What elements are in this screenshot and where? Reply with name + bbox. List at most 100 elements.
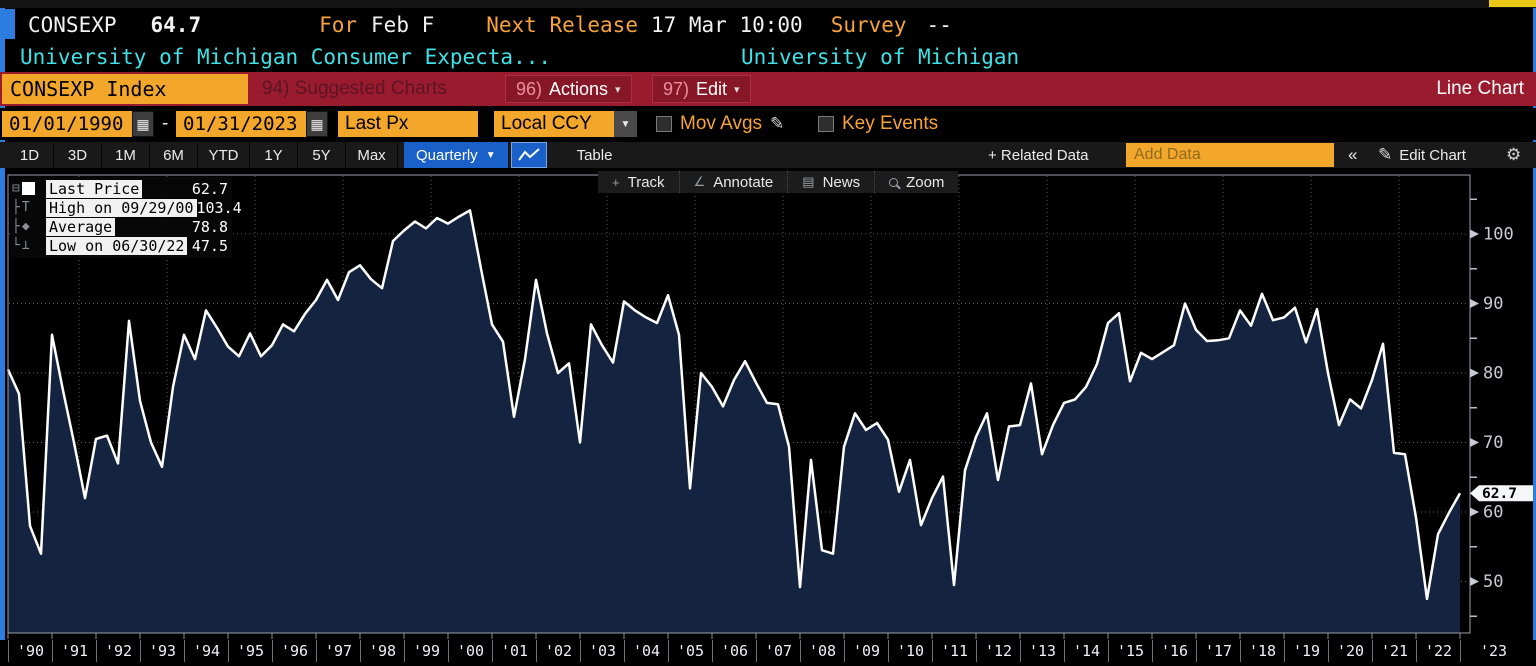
related-data-button[interactable]: + Related Data [988,146,1089,164]
y-axis-label: 60 [1483,503,1503,523]
date-from-input[interactable]: 01/01/1990 [2,111,132,137]
annotate-label: Annotate [713,173,774,191]
annotate-button[interactable]: ∠ Annotate [678,171,788,193]
y-axis-label: 100 [1483,225,1514,245]
key-events-checkbox[interactable] [818,116,834,132]
track-button[interactable]: + Track [598,171,679,193]
pencil-icon[interactable]: ✎ [770,114,785,133]
x-axis-label: '01 [492,640,536,662]
legend-value: 103.4 [196,198,242,217]
x-axis-label: '20 [1328,640,1372,662]
track-label: Track [627,173,665,191]
security-input[interactable]: CONSEXP Index [2,74,248,104]
panel-focus-marker [0,9,15,39]
x-axis-label: '13 [1020,640,1064,662]
legend-row-low[interactable]: └ ⊥ Low on 06/30/22 47.5 [12,236,228,255]
x-axis-label: '06 [712,640,756,662]
mov-avgs-toggle[interactable]: Mov Avgs ✎ [656,108,784,140]
magnifier-icon [889,177,899,187]
chevron-down-icon[interactable]: ▼ [614,111,637,137]
series-area [8,210,1460,633]
next-release-label: Next Release [486,13,638,37]
legend-row-high[interactable]: ├ T High on 09/29/00 103.4 [12,198,242,217]
x-axis-label: '92 [96,640,140,662]
tab-1d[interactable]: 1D [6,142,54,168]
date-range-separator: - [162,113,169,134]
x-axis-label: '99 [404,640,448,662]
legend-row-average[interactable]: ├ ◆ Average 78.8 [12,217,228,236]
x-axis-label: '05 [668,640,712,662]
top-strip [0,0,1536,8]
line-chart-icon-button[interactable] [510,142,547,168]
legend-label: Average [46,217,116,236]
tab-1y[interactable]: 1Y [250,142,298,168]
gear-icon[interactable]: ⚙ [1506,145,1522,164]
tab-max[interactable]: Max [346,142,398,168]
x-axis-label: '97 [316,640,360,662]
mov-avgs-checkbox[interactable] [656,116,672,132]
tab-6m[interactable]: 6M [150,142,198,168]
for-value: Feb F [371,13,435,37]
price-chart[interactable]: 50 60 70 80 90 100 62.7 [0,168,1536,640]
edit-menu-button[interactable]: 97) Edit ▾ [652,75,751,103]
edit-chart-button[interactable]: ✎ Edit Chart [1378,142,1466,168]
chart-type-label: Line Chart [1436,78,1524,99]
suggested-charts-button[interactable]: 94) Suggested Charts [262,78,447,99]
last-value: 64.7 [150,13,202,37]
y-major-tick-icon [1470,507,1479,517]
x-axis-label: '11 [932,640,976,662]
tree-collapse-icon[interactable]: ⊟ [12,181,20,196]
survey-value: -- [926,13,952,37]
zoom-button[interactable]: Zoom [874,171,958,193]
x-axis-label: '98 [360,640,404,662]
security-description-row: University of Michigan Consumer Expecta.… [0,42,1536,72]
y-axis-label: 50 [1483,572,1503,592]
chevron-down-icon: ▾ [615,83,621,96]
y-major-tick-icon [1470,577,1479,586]
low-marker-icon: ⊥ [21,238,30,253]
function-toolbar: CONSEXP Index 94) Suggested Charts 96) Ac… [0,72,1536,106]
x-axis-label: '12 [976,640,1020,662]
tab-5y[interactable]: 5Y [298,142,346,168]
frequency-select[interactable]: Quarterly ▼ [404,142,508,168]
news-button[interactable]: ▤ News [787,171,874,193]
tab-table[interactable]: Table [576,146,613,164]
actions-number: 96) [516,78,543,99]
security-description: University of Michigan Consumer Expecta.… [20,45,552,69]
x-axis-label: '19 [1284,640,1328,662]
chart-mini-toolbar: + Track ∠ Annotate ▤ News Zoom [598,171,959,193]
legend-row-last-price[interactable]: ⊟ Last Price 62.7 [12,179,228,198]
currency-select[interactable]: Local CCY [494,111,614,137]
annotate-angle-icon: ∠ [693,174,706,189]
tab-1m[interactable]: 1M [102,142,150,168]
x-axis-label: '09 [844,640,888,662]
last-price-swatch-icon [21,182,35,195]
security-source: University of Michigan [741,45,1020,69]
chevron-down-icon: ▾ [734,83,740,96]
collapse-chevrons-icon[interactable]: « [1348,145,1358,164]
news-icon: ▤ [802,174,815,189]
x-axis-label: '23 [1460,640,1526,662]
tab-3d[interactable]: 3D [54,142,102,168]
calendar-icon[interactable]: ▦ [306,111,328,137]
tab-ytd[interactable]: YTD [198,142,250,168]
panel-right-edge [1533,8,1536,640]
calendar-icon[interactable]: ▦ [132,111,154,137]
next-release-value: 17 Mar 10:00 [650,13,803,37]
actions-menu-button[interactable]: 96) Actions ▾ [505,75,632,103]
range-tabs-row: 1D 3D 1M 6M YTD 1Y 5Y Max Quarterly ▼ Ta… [0,142,1536,168]
x-axis-label: '04 [624,640,668,662]
date-to-input[interactable]: 01/31/2023 [176,111,306,137]
x-axis-label: '07 [756,640,800,662]
x-axis-labels: '90'91'92'93'94'95'96'97'98'99'00'01'02 '… [8,640,1536,664]
legend-value: 62.7 [191,179,228,198]
x-axis-label: '00 [448,640,492,662]
average-marker-icon: ◆ [21,219,30,234]
news-label: News [822,173,861,191]
add-data-input[interactable] [1126,143,1334,167]
price-field-input[interactable]: Last Px [338,111,478,137]
chevron-down-icon: ▼ [485,149,496,161]
key-events-toggle[interactable]: Key Events [818,108,938,140]
key-events-label: Key Events [842,113,939,134]
